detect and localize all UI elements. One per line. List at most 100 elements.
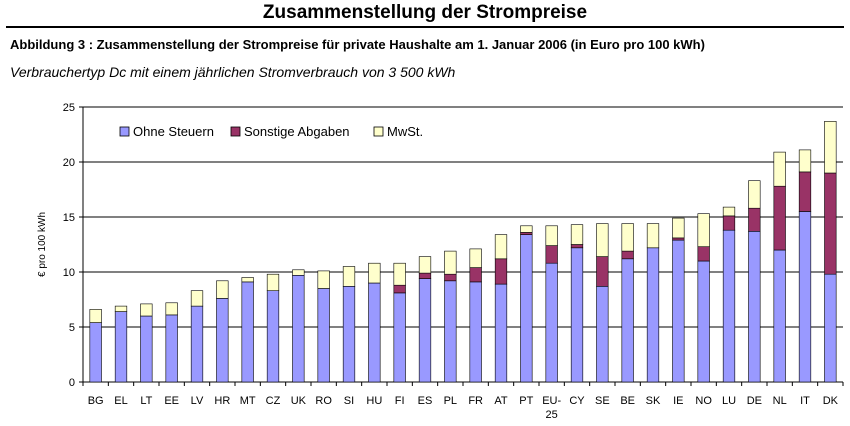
x-tick-label: HR (214, 395, 230, 407)
legend-label: Sonstige Abgaben (244, 124, 350, 139)
bar-segment-ohne-steuern (596, 285, 609, 383)
bar-segment-mwst (393, 262, 406, 286)
gridlines (79, 106, 843, 383)
bar-segment-ohne-steuern (697, 260, 710, 383)
legend-swatch-ohne-steuern (119, 126, 130, 137)
x-tick-label: DK (823, 395, 839, 407)
x-tick-label: EL (114, 395, 127, 407)
bar-segment-mwst (266, 273, 280, 292)
x-tick-label: IE (673, 395, 683, 407)
bar-segment-mwst (165, 302, 178, 316)
bar-segment-mwst (494, 234, 508, 260)
bar-segment-ohne-steuern (418, 278, 432, 383)
bar-segment-mwst (722, 206, 736, 217)
bar-segment-mwst (140, 303, 153, 317)
bar-segment-sonstige-abgaben (621, 250, 634, 260)
bar-segment-ohne-steuern (545, 262, 558, 383)
bar-segment-sonstige-abgaben (824, 172, 837, 275)
bar-segment-sonstige-abgaben (798, 171, 812, 212)
legend-swatch-mwst (373, 126, 384, 137)
bar-segment-sonstige-abgaben (494, 258, 508, 285)
y-axis-label: € pro 100 kWh (37, 212, 48, 277)
bar-segment-mwst (672, 217, 685, 239)
x-tick-label: NL (773, 395, 787, 407)
y-tick-label: 10 (63, 267, 75, 279)
bar-segment-ohne-steuern (342, 285, 356, 383)
bar-segment-mwst (520, 225, 533, 233)
bar-segment-sonstige-abgaben (393, 284, 406, 294)
bar-segment-mwst (241, 277, 254, 283)
document-title: Zusammenstellung der Strompreise (262, 2, 588, 23)
x-tick-label: PL (444, 395, 457, 407)
bar-segment-ohne-steuern (140, 315, 153, 383)
y-tick-label: 15 (63, 212, 75, 224)
x-tick-label: SE (595, 395, 610, 407)
bar-segment-mwst (748, 180, 761, 209)
bar-segment-ohne-steuern (824, 273, 837, 383)
bar-segment-ohne-steuern (748, 231, 761, 383)
bar-segment-mwst (798, 149, 812, 173)
bar-segment-mwst (824, 121, 837, 174)
bar-segment-ohne-steuern (722, 229, 736, 383)
bar-segment-mwst (596, 223, 609, 257)
figure-subcaption: Verbrauchertyp Dc mit einem jährlichen S… (10, 64, 456, 80)
y-tick-label: 20 (63, 157, 75, 169)
x-tick-label: ES (418, 395, 433, 407)
bar-segment-ohne-steuern (798, 211, 812, 383)
x-tick-label: BG (88, 395, 104, 407)
bars (89, 121, 837, 383)
bar-segment-ohne-steuern (520, 234, 533, 383)
bar-segment-mwst (545, 225, 558, 246)
y-tick-label: 5 (69, 322, 75, 334)
bar-segment-ohne-steuern (266, 290, 280, 383)
bar-segment-mwst (697, 213, 710, 247)
x-tick-label: EE (164, 395, 179, 407)
x-tick-label: FR (468, 395, 483, 407)
bar-segment-sonstige-abgaben (697, 246, 710, 262)
y-tick-labels: 0 5 10 15 20 25 (63, 102, 75, 389)
bar-segment-ohne-steuern (494, 283, 508, 383)
x-tick-label: CZ (266, 395, 281, 407)
bar-segment-mwst (292, 269, 305, 276)
bar-segment-mwst (190, 290, 204, 307)
bar-segment-ohne-steuern (444, 280, 457, 383)
legend: Ohne Steuern Sonstige Abgaben MwSt. (119, 124, 423, 139)
bar-segment-ohne-steuern (317, 288, 330, 383)
bar-segment-sonstige-abgaben (773, 185, 786, 251)
x-tick-label: SK (646, 395, 661, 407)
bar-segment-mwst (621, 223, 634, 252)
bar-segment-mwst (216, 280, 229, 299)
legend-swatch-sonstige-abgaben (230, 126, 241, 137)
bar-segment-sonstige-abgaben (672, 237, 685, 241)
bar-segment-ohne-steuern (393, 292, 406, 383)
figure-caption: Abbildung 3 : Zusammenstellung der Strom… (10, 37, 705, 52)
bar-segment-mwst (418, 256, 432, 274)
bar-segment-ohne-steuern (89, 322, 102, 383)
x-tick-label: LV (191, 395, 204, 407)
x-tick-labels: BG EL LT EE LV HR MT CZ UK RO SI HU FI ES PL FR AT PT EU-2… (82, 382, 844, 421)
bar-segment-sonstige-abgaben (748, 207, 761, 232)
x-tick-label: LT (140, 395, 152, 407)
bar-segment-ohne-steuern (469, 281, 482, 383)
bar-segment-mwst (444, 250, 457, 275)
bar-segment-mwst (773, 151, 786, 187)
bar-segment-mwst (317, 270, 330, 289)
bar-segment-sonstige-abgaben (444, 273, 457, 282)
bar-segment-ohne-steuern (646, 247, 660, 383)
bar-segment-mwst (469, 248, 482, 268)
x-tick-label: IT (800, 395, 810, 407)
x-tick-label: HU (366, 395, 382, 407)
x-tick-label: UK (291, 395, 307, 407)
x-tick-label: EU-25 (542, 395, 561, 421)
bar-segment-mwst (342, 266, 356, 287)
x-tick-label: RO (315, 395, 332, 407)
x-tick-label: BE (620, 395, 635, 407)
title-divider (6, 26, 844, 28)
y-tick-label: 0 (69, 377, 75, 389)
x-tick-label: MT (240, 395, 256, 407)
bar-segment-ohne-steuern (114, 311, 128, 383)
bar-segment-ohne-steuern (621, 258, 634, 383)
bar-segment-ohne-steuern (241, 281, 254, 383)
